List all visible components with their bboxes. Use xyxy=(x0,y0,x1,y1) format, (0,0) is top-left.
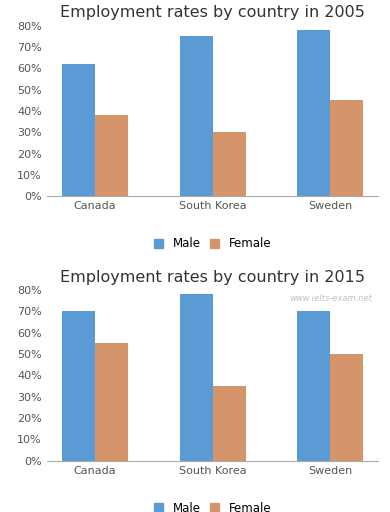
Bar xyxy=(297,311,330,461)
Bar xyxy=(179,294,213,461)
Legend: Male, Female: Male, Female xyxy=(149,497,276,512)
Title: Employment rates by country in 2005: Employment rates by country in 2005 xyxy=(60,5,365,20)
Legend: Male, Female: Male, Female xyxy=(149,233,276,255)
Bar xyxy=(330,100,363,196)
Bar xyxy=(330,354,363,461)
Bar xyxy=(95,115,128,196)
Bar xyxy=(297,30,330,196)
Bar xyxy=(213,132,246,196)
Bar xyxy=(62,311,95,461)
Bar xyxy=(179,36,213,196)
Title: Employment rates by country in 2015: Employment rates by country in 2015 xyxy=(60,270,365,285)
Bar xyxy=(213,386,246,461)
Bar xyxy=(95,344,128,461)
Bar xyxy=(62,64,95,196)
Text: www.ielts-exam.net: www.ielts-exam.net xyxy=(289,293,372,303)
